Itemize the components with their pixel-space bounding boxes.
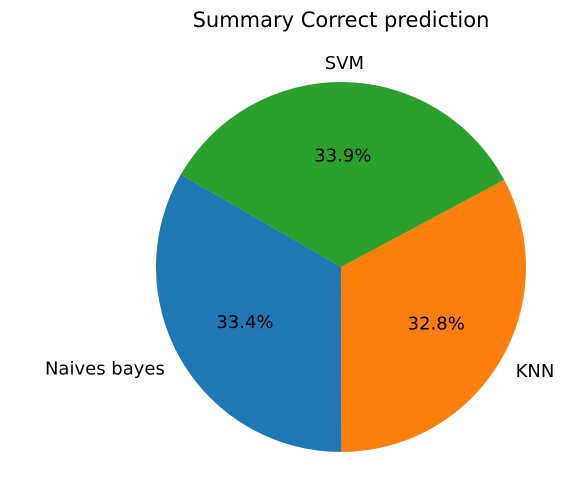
pie-slices bbox=[156, 82, 527, 453]
pie-labels: 33.4% Naives bayes 32.8% KNN 33.9% SVM bbox=[45, 53, 554, 382]
pie-percent-label-svm: 33.9% bbox=[314, 146, 371, 167]
pie-category-label-naives-bayes: Naives bayes bbox=[45, 358, 165, 379]
pie-category-label-svm: SVM bbox=[325, 53, 364, 74]
pie-slice-naives-bayes bbox=[156, 174, 342, 453]
pie-percent-label-knn: 32.8% bbox=[408, 314, 465, 335]
pie-slice-knn bbox=[341, 179, 527, 452]
pie-percent-label-naives-bayes: 33.4% bbox=[216, 312, 273, 333]
pie-slice-svm bbox=[180, 82, 505, 267]
pie-category-label-knn: KNN bbox=[516, 361, 555, 382]
chart-title: Summary Correct prediction bbox=[193, 8, 490, 32]
